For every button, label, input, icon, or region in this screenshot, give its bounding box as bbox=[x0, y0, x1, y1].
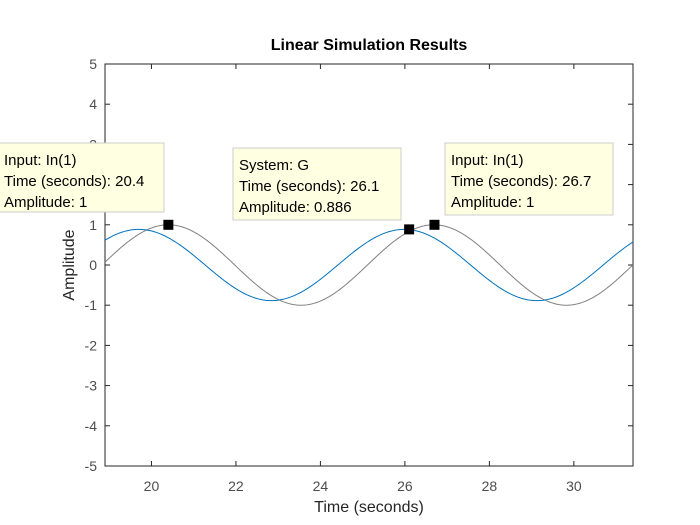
x-tick-label: 24 bbox=[313, 478, 329, 494]
x-tick-label: 20 bbox=[144, 478, 160, 494]
tip-input-2: Input: In(1) Time (seconds): 26.7 Amplitud… bbox=[444, 142, 614, 216]
x-tick-labels: 20 22 24 26 28 30 bbox=[144, 478, 582, 494]
datatip-line: Amplitude: 1 bbox=[4, 194, 87, 211]
datatip-line: Input: In(1) bbox=[451, 152, 524, 169]
y-tick-label: -5 bbox=[85, 458, 98, 474]
datatip-line: Input: In(1) bbox=[4, 152, 77, 169]
curves bbox=[104, 224, 634, 306]
y-tick-label: -2 bbox=[85, 337, 98, 353]
chart-title: Linear Simulation Results bbox=[271, 37, 468, 54]
datatip-box bbox=[232, 147, 402, 221]
datatip-markers bbox=[163, 219, 440, 235]
y-tick-label: 0 bbox=[89, 257, 97, 273]
datatip-line: System: G bbox=[239, 157, 309, 174]
tip-input-1: Input: In(1) Time (seconds): 20.4 Amplitud… bbox=[0, 142, 165, 213]
x-tick-label: 30 bbox=[566, 478, 582, 494]
y-tick-label: -3 bbox=[85, 378, 98, 394]
tip-system: System: G Time (seconds): 26.1 Amplitude: … bbox=[232, 147, 402, 221]
datatip-marker bbox=[163, 219, 174, 230]
datatip-line: Amplitude: 0.886 bbox=[239, 199, 352, 216]
datatips: Input: In(1) Time (seconds): 20.4 Amplitud… bbox=[0, 142, 614, 221]
datatip-line: Time (seconds): 26.1 bbox=[239, 178, 379, 195]
datatip-box bbox=[0, 142, 165, 213]
x-tick-label: 22 bbox=[228, 478, 244, 494]
datatip-line: Time (seconds): 20.4 bbox=[4, 173, 144, 190]
datatip-marker bbox=[404, 224, 415, 235]
y-tick-labels: -5-4-3-2-1012345 bbox=[85, 56, 98, 474]
datatip-line: Time (seconds): 26.7 bbox=[451, 173, 591, 190]
y-tick-label: -1 bbox=[85, 297, 98, 313]
y-tick-label: -4 bbox=[85, 418, 98, 434]
y-tick-label: 4 bbox=[89, 96, 97, 112]
datatip-box bbox=[444, 142, 614, 216]
series-line-g bbox=[104, 228, 634, 302]
x-axis-label: Time (seconds) bbox=[314, 499, 424, 516]
y-tick-label: 5 bbox=[89, 56, 97, 72]
axes-box bbox=[104, 63, 634, 467]
datatip-line: Amplitude: 1 bbox=[451, 194, 534, 211]
x-tick-label: 26 bbox=[397, 478, 413, 494]
y-axis-label: Amplitude bbox=[61, 229, 78, 300]
datatip-marker bbox=[429, 219, 440, 230]
plot-area bbox=[104, 63, 634, 467]
x-tick-label: 28 bbox=[482, 478, 498, 494]
y-tick-label: 1 bbox=[89, 217, 97, 233]
